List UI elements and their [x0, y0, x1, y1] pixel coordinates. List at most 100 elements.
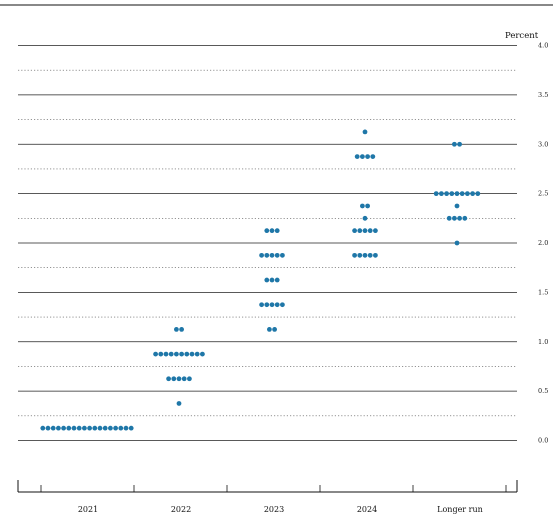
dot-2023	[264, 252, 270, 258]
y-tick-label: 0.0	[538, 437, 548, 445]
dot-2022	[184, 351, 190, 357]
y-tick-label: 1.0	[538, 338, 548, 346]
y-tick-label: 0.5	[538, 387, 548, 395]
dot-2021	[66, 425, 72, 431]
dot-2021	[87, 425, 92, 431]
dot-2021	[128, 425, 134, 431]
dots	[40, 129, 481, 431]
dot-2023	[269, 302, 275, 308]
dot-2023	[264, 277, 270, 283]
dot-2021	[56, 425, 61, 431]
dot-2024	[367, 252, 373, 258]
dot-longer-run	[457, 215, 462, 221]
y-tick-label: 2.0	[538, 239, 548, 247]
dot-2023	[280, 302, 285, 308]
dot-2021	[82, 425, 87, 431]
y-tick-label: 3.5	[538, 91, 548, 99]
dot-2023	[267, 327, 272, 332]
dot-2023	[274, 277, 280, 283]
dot-2024	[367, 228, 373, 234]
dot-longer-run	[459, 191, 465, 197]
dot-2024	[365, 203, 370, 209]
dot-2022	[194, 351, 200, 357]
dot-2021	[50, 425, 56, 431]
x-tick-label: Longer run	[437, 505, 483, 514]
dot-2024	[362, 215, 368, 221]
dot-longer-run	[439, 191, 444, 197]
dot-longer-run	[454, 203, 460, 209]
dot-2022	[174, 327, 179, 332]
dot-longer-run	[444, 191, 449, 197]
x-tick-label: 2022	[171, 505, 191, 514]
dot-2022	[179, 327, 185, 332]
dot-2022	[163, 351, 169, 357]
dot-2021	[40, 425, 46, 431]
dot-longer-run	[470, 191, 475, 197]
dot-2021	[45, 425, 51, 431]
dot-2021	[113, 425, 118, 431]
dot-2022	[168, 351, 174, 357]
dot-longer-run	[433, 191, 439, 197]
dot-2022	[200, 351, 205, 357]
dot-2021	[71, 425, 77, 431]
dot-2024	[352, 228, 357, 234]
dot-2021	[108, 425, 113, 431]
dot-longer-run	[454, 191, 460, 197]
dot-2023	[269, 228, 275, 234]
dot-2021	[76, 425, 82, 431]
dot-2024	[357, 228, 363, 234]
dot-2022	[176, 401, 182, 406]
x-axis: 2021 2022 2023 2024 Longer run	[17, 480, 518, 514]
y-tick-label: 4.0	[538, 42, 548, 50]
dot-2024	[373, 252, 378, 258]
dot-longer-run	[457, 141, 462, 147]
dot-2023	[264, 228, 270, 234]
dot-2024	[352, 252, 357, 258]
dot-2023	[259, 302, 264, 308]
dot-2022	[166, 376, 172, 382]
dot-2021	[118, 425, 124, 431]
dot-2024	[362, 129, 368, 135]
dot-longer-run	[452, 215, 457, 221]
dot-2023	[269, 252, 275, 258]
y-tick-label: 2.5	[538, 190, 548, 198]
dot-2023	[259, 252, 264, 258]
y-tick-label: 1.5	[538, 288, 548, 296]
dot-2023	[269, 277, 275, 283]
dot-2024	[360, 203, 365, 209]
dot-2021	[102, 425, 108, 431]
dot-2021	[97, 425, 103, 431]
dot-2022	[179, 351, 185, 357]
dot-2022	[158, 351, 164, 357]
dot-2021	[92, 425, 98, 431]
dot-2024	[354, 154, 360, 159]
dot-longer-run	[449, 191, 455, 197]
dot-longer-run	[454, 240, 460, 246]
gridlines	[18, 45, 517, 441]
y-tick-label: 3.0	[538, 140, 548, 148]
dot-2021	[123, 425, 129, 431]
dot-longer-run	[462, 215, 468, 221]
dot-2024	[365, 154, 370, 159]
dot-longer-run	[452, 141, 457, 147]
dot-2022	[174, 351, 179, 357]
dot-2023	[274, 302, 280, 308]
dot-2022	[176, 376, 182, 382]
x-tick-label: 2021	[78, 505, 98, 514]
dot-2024	[362, 252, 368, 258]
dot-2022	[181, 376, 187, 382]
dot-2024	[373, 228, 378, 234]
dot-longer-run	[475, 191, 481, 197]
dot-2024	[357, 252, 363, 258]
dot-2022	[187, 376, 192, 382]
y-tick-labels: 0.0 0.5 1.0 1.5 2.0 2.5 3.0 3.5 4.0	[538, 42, 548, 445]
dot-2024	[362, 228, 368, 234]
dot-2023	[274, 228, 280, 234]
x-tick-label: 2023	[264, 505, 284, 514]
dot-2023	[272, 327, 277, 332]
unit-label: Percent	[505, 31, 539, 41]
dot-longer-run	[446, 215, 452, 221]
dot-2022	[189, 351, 195, 357]
dot-2022	[171, 376, 177, 382]
